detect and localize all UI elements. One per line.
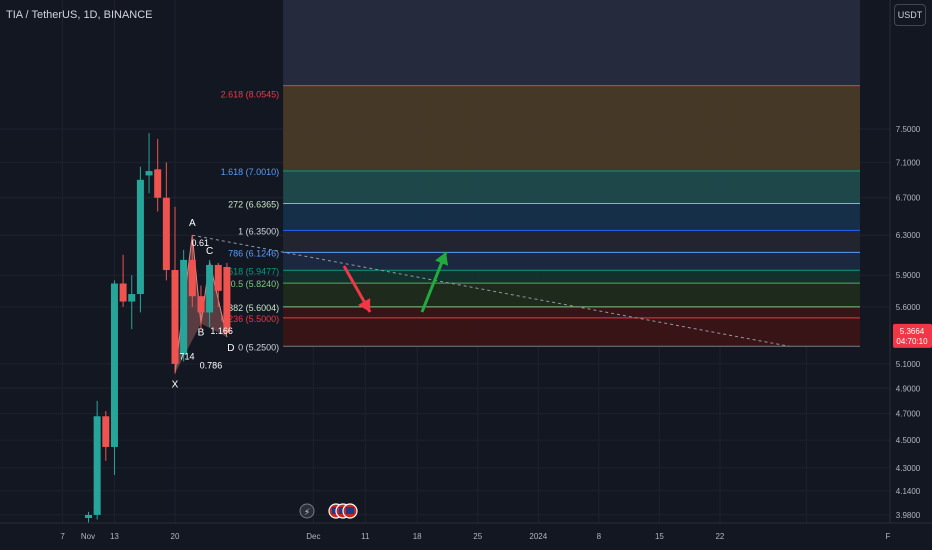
- projection-arrow-up-head: [435, 252, 449, 266]
- price-axis: [890, 0, 932, 550]
- time-axis-tick: 7: [60, 532, 65, 541]
- fib-label: 0.5 (5.8240): [231, 279, 280, 289]
- current-price-value: 5.3664: [900, 327, 925, 336]
- current-price-tag: [893, 323, 932, 348]
- price-axis-tick: 7.1000: [896, 158, 921, 167]
- candle-body: [171, 270, 179, 364]
- time-axis-tick: Dec: [306, 532, 320, 541]
- candle-body: [162, 197, 170, 271]
- fib-label: 618 (5.9477): [228, 266, 279, 276]
- time-axis-tick: 20: [171, 532, 180, 541]
- price-axis-tick: 6.7000: [896, 194, 921, 203]
- time-axis-tick: 13: [110, 532, 119, 541]
- pattern-ratio-label: 0.786: [200, 361, 223, 371]
- price-axis-tick: 4.9000: [896, 384, 921, 393]
- price-axis-tick: 4.1400: [896, 487, 921, 496]
- pattern-point-label: A: [189, 218, 196, 229]
- price-axis-tick: 3.9800: [896, 511, 921, 520]
- candle-body: [136, 179, 144, 295]
- price-axis-tick: 7.5000: [896, 125, 921, 134]
- candle-body: [154, 169, 162, 198]
- pattern-ratio-label: 0.61: [192, 238, 210, 248]
- candle-body: [180, 259, 188, 355]
- fib-label: 1.618 (7.0010): [221, 167, 280, 177]
- candle-body: [214, 264, 222, 291]
- pattern-ratio-label: 714: [179, 352, 194, 362]
- fib-zone: [283, 0, 860, 86]
- fib-zone: [283, 270, 860, 284]
- projection-arrow-down-head: [358, 298, 371, 312]
- symbol-title: TIA / TetherUS, 1D, BINANCE: [6, 9, 153, 21]
- candle-body: [93, 416, 101, 515]
- pattern-point-label: C: [206, 246, 213, 257]
- time-axis-tick: 22: [715, 532, 724, 541]
- us-flag-event-icon-field: [346, 507, 354, 514]
- price-axis-tick: 5.1000: [896, 360, 921, 369]
- time-axis-tick: 8: [597, 532, 602, 541]
- fib-zone: [283, 317, 860, 347]
- price-axis-tick: 6.3000: [896, 231, 921, 240]
- time-axis: [0, 523, 932, 550]
- candle-body: [188, 259, 196, 297]
- time-axis-tick: 25: [473, 532, 482, 541]
- fib-label: 2.618 (8.0545): [221, 90, 280, 100]
- bar-countdown: 04:70:10: [896, 337, 928, 346]
- fib-label: 272 (6.6365): [228, 200, 279, 210]
- fib-zone: [283, 306, 860, 318]
- lightning-icon-glyph: ⚡: [304, 507, 310, 517]
- fib-label: 0 (5.2500): [238, 342, 279, 352]
- candle-body: [110, 283, 118, 447]
- pattern-point-label: D: [227, 343, 234, 354]
- time-axis-tick: 11: [361, 532, 370, 541]
- price-axis-tick: 4.5000: [896, 436, 921, 445]
- fib-zone: [283, 230, 860, 253]
- time-axis-tick: F: [886, 532, 891, 541]
- fib-label: 382 (5.6004): [228, 303, 279, 313]
- candle-body: [85, 514, 92, 518]
- price-axis-tick: 4.7000: [896, 410, 921, 419]
- pattern-point-label: X: [172, 380, 179, 391]
- price-axis-tick: 5.9000: [896, 271, 921, 280]
- fib-zone: [283, 252, 860, 271]
- fib-label: 1 (6.3500): [238, 226, 279, 236]
- candle-body: [128, 294, 136, 302]
- pattern-point-label: B: [198, 327, 205, 338]
- trendline: [192, 234, 790, 347]
- currency-button[interactable]: USDT: [894, 4, 926, 26]
- candle-body: [102, 416, 110, 447]
- candle-body: [119, 283, 127, 302]
- lightning-icon: [299, 503, 315, 519]
- fib-zone: [283, 85, 860, 171]
- candle-body: [145, 171, 153, 176]
- candle-body: [223, 266, 231, 333]
- candle-body: [197, 296, 205, 313]
- fib-zone: [283, 170, 860, 204]
- price-axis-tick: 5.6000: [896, 303, 921, 312]
- time-axis-tick: 2024: [529, 532, 547, 541]
- candle-body: [206, 264, 214, 313]
- fib-zone: [283, 203, 860, 231]
- pattern-ratio-label: 1.166: [210, 326, 233, 336]
- time-axis-tick: 15: [655, 532, 664, 541]
- time-axis-tick: Nov: [81, 532, 95, 541]
- fib-label: 0.236 (5.5000): [221, 314, 280, 324]
- fib-label: 786 (6.1246): [228, 248, 279, 258]
- time-axis-tick: 18: [413, 532, 422, 541]
- price-axis-tick: 4.3000: [896, 464, 921, 473]
